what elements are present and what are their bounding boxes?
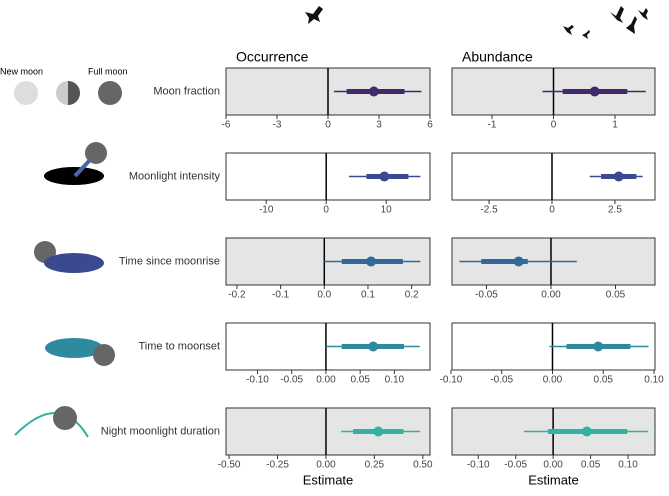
new-moon xyxy=(14,81,38,105)
x-tick-label: -0.10 xyxy=(467,460,490,471)
estimate xyxy=(368,86,379,97)
x-tick-label: 3 xyxy=(376,120,382,131)
estimate xyxy=(379,171,390,182)
x-tick-label: 0.10 xyxy=(644,375,664,386)
x-tick-label: -0.05 xyxy=(504,460,527,471)
estimate xyxy=(589,86,600,97)
x-tick-label: -0.05 xyxy=(280,375,303,386)
x-tick-label: 0.00 xyxy=(316,375,336,386)
x-tick-label: 0 xyxy=(325,120,331,131)
estimate xyxy=(366,256,377,267)
bird xyxy=(626,16,637,34)
x-tick-label: 0.05 xyxy=(581,460,601,471)
moon xyxy=(85,142,107,164)
estimate xyxy=(593,341,604,352)
x-axis-label: Estimate xyxy=(303,472,354,487)
x-tick-label: -0.05 xyxy=(475,290,498,301)
x-tick-label: -0.2 xyxy=(228,290,246,301)
x-tick-label: -3 xyxy=(273,120,282,131)
ground xyxy=(44,167,104,185)
x-tick-label: -6 xyxy=(222,120,231,131)
x-tick-label: -2.5 xyxy=(480,205,498,216)
legend-label: Full moon xyxy=(88,66,128,76)
x-tick-label: -0.25 xyxy=(266,460,289,471)
x-tick-label: -0.1 xyxy=(272,290,290,301)
x-tick-label: 0.00 xyxy=(543,375,563,386)
column-title: Occurrence xyxy=(236,49,309,65)
x-tick-label: -0.50 xyxy=(218,460,241,471)
arc-arrow xyxy=(14,412,89,438)
x-tick-label: 0.10 xyxy=(385,375,405,386)
estimate xyxy=(513,256,524,267)
x-tick-label: 0.25 xyxy=(365,460,385,471)
row-label: Time since moonrise xyxy=(119,255,220,267)
row-label: Night moonlight duration xyxy=(101,425,220,437)
estimate xyxy=(613,171,624,182)
x-tick-label: -0.05 xyxy=(490,375,513,386)
x-tick-label: 2.5 xyxy=(608,205,622,216)
x-tick-label: 0 xyxy=(551,120,557,131)
x-tick-label: 0.50 xyxy=(413,460,433,471)
half-moon-shade xyxy=(68,81,80,105)
x-tick-label: -0.10 xyxy=(246,375,269,386)
moon xyxy=(93,344,115,366)
moon xyxy=(53,406,77,430)
x-tick-label: 0.10 xyxy=(618,460,638,471)
x-tick-label: 0.05 xyxy=(350,375,370,386)
x-tick-label: -10 xyxy=(259,205,274,216)
estimate xyxy=(581,426,592,437)
x-tick-label: -1 xyxy=(488,120,497,131)
icons xyxy=(14,6,648,438)
estimate xyxy=(373,426,384,437)
column-title: Abundance xyxy=(462,49,533,65)
full-moon xyxy=(98,81,122,105)
legend-label: New moon xyxy=(0,66,43,76)
x-tick-label: 0.00 xyxy=(541,290,561,301)
estimate xyxy=(368,341,379,352)
bird xyxy=(638,8,648,20)
x-tick-label: 0.00 xyxy=(543,460,563,471)
bird xyxy=(582,30,590,39)
x-tick-label: 0 xyxy=(549,205,555,216)
x-tick-label: 0.0 xyxy=(317,290,331,301)
ellipse xyxy=(44,253,104,273)
x-tick-label: 6 xyxy=(427,120,433,131)
bird xyxy=(305,6,323,24)
row-label: Time to moonset xyxy=(138,340,220,352)
x-axis-label: Estimate xyxy=(528,472,579,487)
row-label: Moonlight intensity xyxy=(129,170,221,182)
x-tick-label: 0.1 xyxy=(361,290,375,301)
x-tick-label: 0.00 xyxy=(316,460,336,471)
x-tick-label: 0.05 xyxy=(594,375,614,386)
row-label: Moon fraction xyxy=(153,85,220,97)
x-tick-label: 0.05 xyxy=(606,290,626,301)
ellipse xyxy=(45,338,103,358)
x-tick-label: 10 xyxy=(381,205,393,216)
x-tick-label: 0.2 xyxy=(405,290,419,301)
x-tick-label: -0.10 xyxy=(440,375,463,386)
x-tick-label: 1 xyxy=(612,120,618,131)
bird xyxy=(563,25,574,35)
bird xyxy=(610,6,624,23)
x-tick-label: 0 xyxy=(323,205,329,216)
arrow xyxy=(73,158,92,178)
